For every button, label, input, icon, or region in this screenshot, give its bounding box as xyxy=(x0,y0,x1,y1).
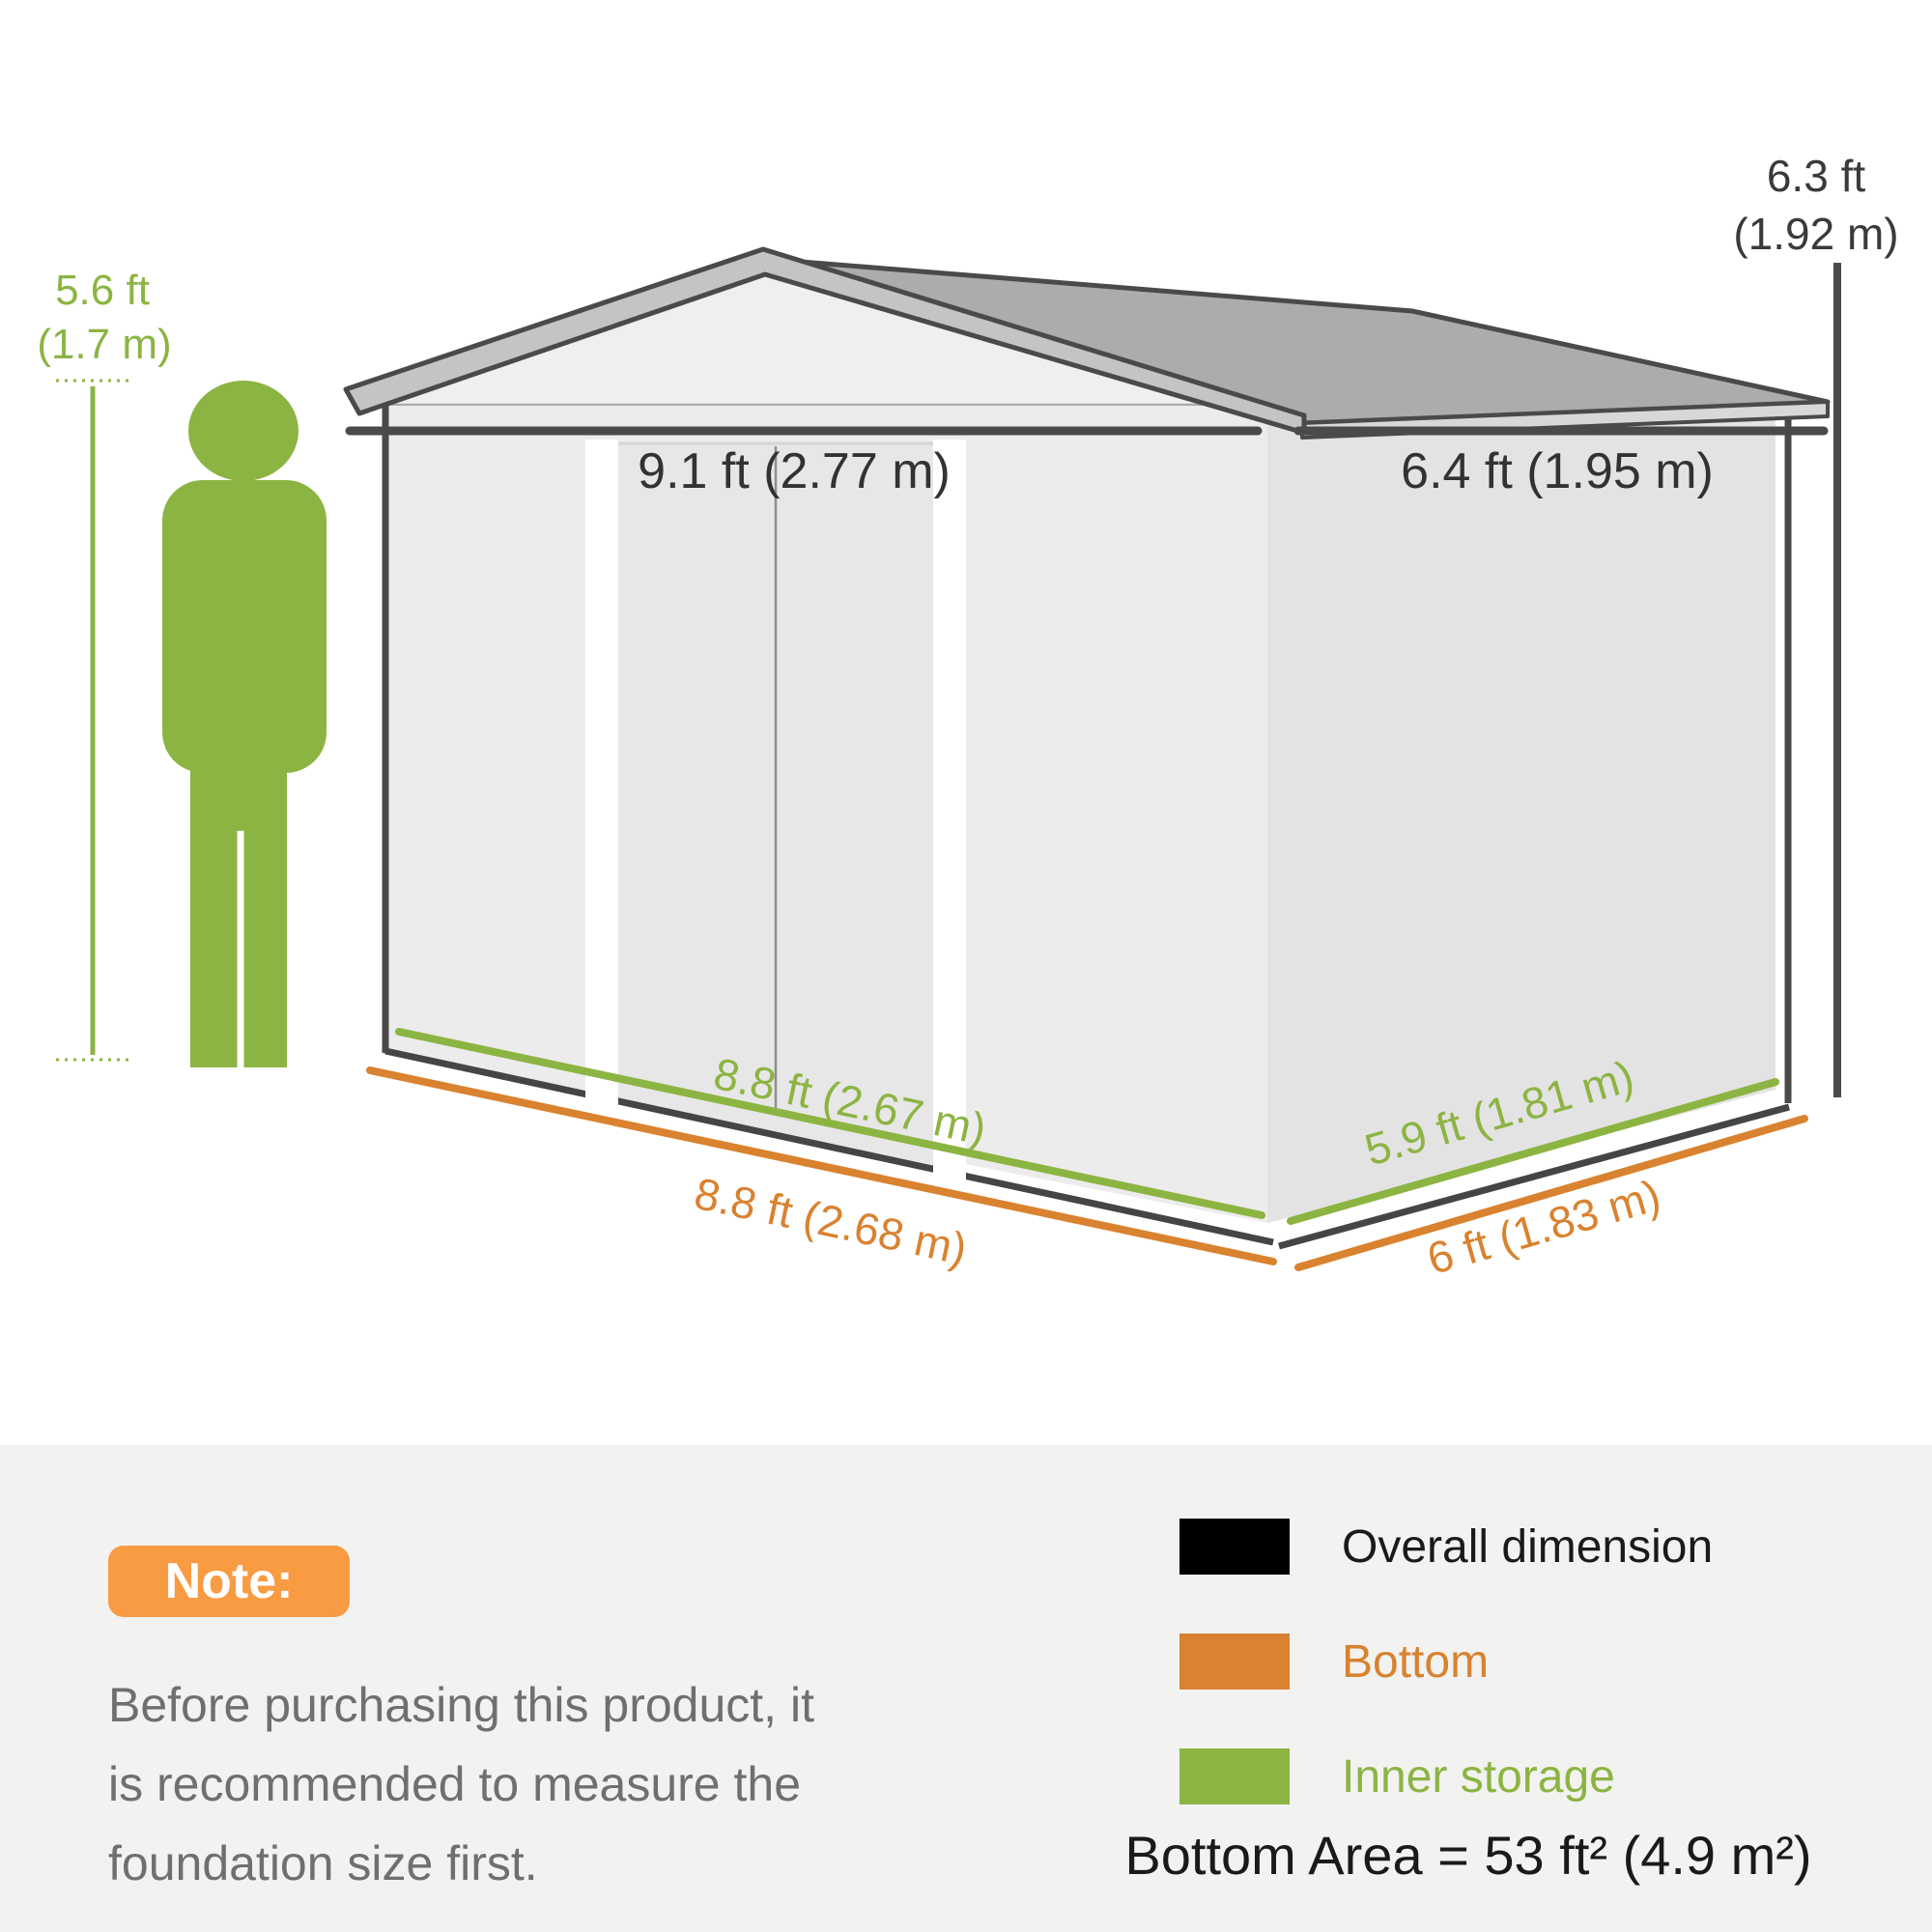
note-line: is recommended to measure the xyxy=(108,1757,802,1811)
shed-diagram: 5.6 ft (1.7 m) 6.3 ft (1.92 m) 9.1 ft (2… xyxy=(37,151,1898,1284)
overall-width-label: 9.1 ft (2.77 m) xyxy=(638,443,951,499)
person-height-label-m: (1.7 m) xyxy=(37,321,171,368)
person-figure xyxy=(162,381,327,1067)
legend-item-overall: Overall dimension xyxy=(1179,1519,1713,1575)
bottom-width-label: 8.8 ft (2.68 m) xyxy=(691,1168,972,1274)
bottom-area-text: Bottom Area = 53 ft² (4.9 m²) xyxy=(1124,1825,1812,1886)
overall-dimension-swatch xyxy=(1179,1519,1290,1575)
note-line: foundation size first. xyxy=(108,1836,538,1890)
side-wall-bottom-edge xyxy=(1278,1103,1790,1250)
bottom-width-line xyxy=(366,1066,1277,1265)
inner-depth-line xyxy=(1287,1078,1779,1225)
overall-depth-label: 6.4 ft (1.95 m) xyxy=(1401,443,1714,499)
shed-side-wall xyxy=(1267,417,1776,1223)
note-badge: Note: xyxy=(108,1546,350,1617)
overall-height-label-m: (1.92 m) xyxy=(1733,209,1898,259)
swatch-rect xyxy=(1179,1634,1290,1690)
inner-width-line xyxy=(395,1028,1265,1219)
bottom-depth-line xyxy=(1294,1115,1808,1271)
person-torso xyxy=(162,480,327,773)
legend-item-inner-storage: Inner storage xyxy=(1179,1748,1615,1804)
note-text: Before purchasing this product, it is re… xyxy=(108,1665,814,1903)
door-frame-stripe-left xyxy=(585,440,618,1113)
overall-height-label-ft: 6.3 ft xyxy=(1767,151,1866,201)
info-panel: Note: Before purchasing this product, it… xyxy=(0,1445,1932,1932)
bottom-depth-label: 6 ft (1.83 m) xyxy=(1422,1170,1666,1284)
door-frame-stripe-right xyxy=(933,440,966,1187)
bottom-swatch xyxy=(1179,1634,1290,1690)
legend-item-bottom: Bottom xyxy=(1179,1634,1489,1690)
shed-gable-face xyxy=(372,267,1264,405)
swatch-rect xyxy=(1179,1748,1290,1804)
person-head xyxy=(188,381,298,481)
front-wall-bottom-edge xyxy=(384,1047,1274,1246)
inner-storage-swatch xyxy=(1179,1748,1290,1804)
note-line: Before purchasing this product, it xyxy=(108,1678,814,1732)
swatch-rect xyxy=(1179,1519,1290,1575)
person-height-label-ft: 5.6 ft xyxy=(55,267,150,314)
note-badge-label: Note: xyxy=(164,1553,294,1609)
legend-label-bottom: Bottom xyxy=(1342,1635,1490,1688)
legend-label-overall: Overall dimension xyxy=(1342,1520,1714,1573)
legend-label-inner-storage: Inner storage xyxy=(1342,1750,1615,1803)
